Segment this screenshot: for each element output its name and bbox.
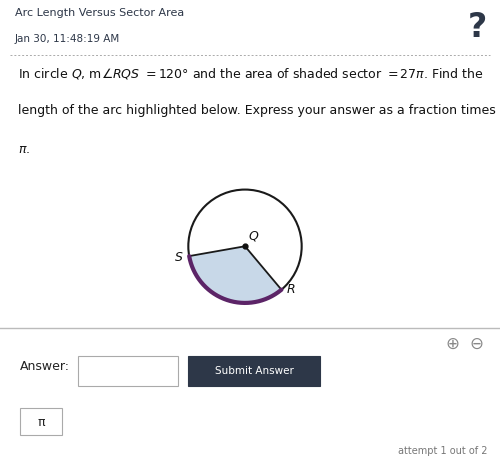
Text: Answer:: Answer: xyxy=(20,359,70,372)
Text: π: π xyxy=(38,415,45,428)
Text: R: R xyxy=(287,282,296,296)
Text: Submit Answer: Submit Answer xyxy=(214,365,294,375)
Text: attempt 1 out of 2: attempt 1 out of 2 xyxy=(398,445,488,455)
Text: Q: Q xyxy=(249,229,259,241)
Text: ?: ? xyxy=(468,11,487,44)
Bar xyxy=(20,409,62,435)
Text: ⊖: ⊖ xyxy=(469,335,483,353)
Text: S: S xyxy=(174,250,182,263)
Text: ⊕: ⊕ xyxy=(446,335,460,353)
Bar xyxy=(78,357,178,386)
Text: length of the arc highlighted below. Express your answer as a fraction times: length of the arc highlighted below. Exp… xyxy=(18,104,495,117)
Text: Jan 30, 11:48:19 AM: Jan 30, 11:48:19 AM xyxy=(15,34,120,44)
Text: $\pi$.: $\pi$. xyxy=(18,143,29,156)
Bar xyxy=(188,357,320,386)
Wedge shape xyxy=(189,247,282,303)
Text: In circle $Q$, m$\angle RQS$ $= 120°$ and the area of shaded sector $= 27\pi$. F: In circle $Q$, m$\angle RQS$ $= 120°$ an… xyxy=(18,66,483,80)
Text: Arc Length Versus Sector Area: Arc Length Versus Sector Area xyxy=(15,8,184,18)
